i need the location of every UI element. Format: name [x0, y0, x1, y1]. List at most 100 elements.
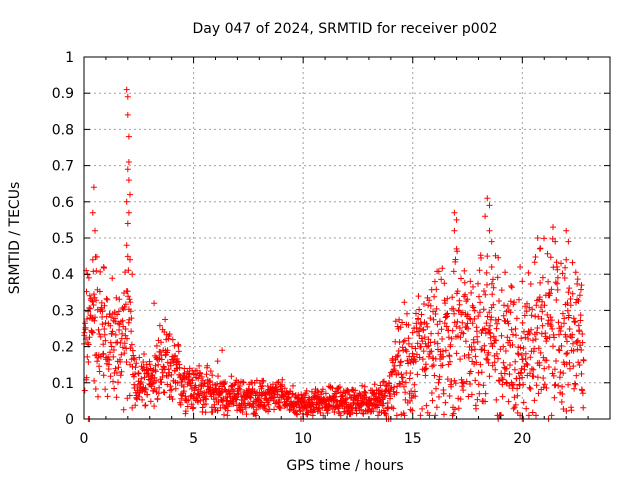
- data-point: [480, 382, 487, 389]
- data-point: [151, 403, 158, 410]
- data-point: [563, 361, 570, 368]
- data-point: [203, 396, 210, 403]
- data-point: [511, 299, 518, 306]
- data-point: [419, 405, 426, 412]
- data-point: [567, 302, 574, 309]
- data-point: [124, 166, 131, 173]
- data-point: [563, 351, 570, 357]
- data-point: [362, 390, 369, 396]
- data-point: [356, 390, 363, 397]
- data-point: [445, 334, 452, 341]
- data-point: [428, 330, 435, 337]
- data-point: [136, 354, 143, 361]
- data-point: [438, 276, 445, 283]
- data-point: [99, 351, 106, 358]
- data-point: [435, 330, 442, 337]
- data-point: [508, 283, 515, 289]
- data-point: [463, 378, 470, 385]
- data-point: [93, 297, 100, 304]
- data-point: [533, 412, 539, 419]
- data-point: [485, 349, 492, 356]
- data-point: [511, 366, 518, 373]
- data-point: [556, 347, 563, 354]
- data-point: [474, 338, 481, 345]
- data-point: [523, 360, 530, 367]
- data-point: [563, 227, 570, 234]
- data-point: [464, 311, 471, 318]
- data-point: [525, 412, 532, 419]
- data-point: [401, 337, 408, 344]
- data-point: [461, 267, 468, 274]
- data-point: [420, 348, 427, 355]
- data-point: [153, 342, 160, 349]
- data-point: [498, 412, 504, 419]
- data-point: [90, 291, 97, 298]
- data-point: [100, 350, 107, 357]
- data-point: [92, 314, 98, 321]
- data-point: [465, 354, 472, 361]
- data-point: [568, 407, 575, 414]
- data-point: [96, 288, 103, 295]
- data-point: [502, 348, 509, 354]
- y-tick-label: 0.2: [52, 340, 74, 356]
- data-point: [430, 316, 437, 323]
- data-point: [96, 331, 103, 337]
- data-point: [488, 238, 495, 245]
- data-point: [285, 394, 292, 400]
- data-point: [505, 320, 512, 327]
- data-point: [172, 352, 179, 359]
- data-point: [545, 364, 552, 370]
- data-point: [91, 377, 98, 384]
- data-point: [125, 267, 132, 274]
- data-point: [209, 372, 216, 379]
- data-point: [565, 289, 572, 296]
- data-point: [167, 383, 174, 390]
- data-point: [515, 351, 522, 358]
- data-point: [500, 343, 507, 350]
- data-point: [531, 259, 538, 266]
- data-point: [146, 361, 153, 368]
- y-tick-label: 0.4: [52, 267, 74, 283]
- data-point: [185, 397, 192, 403]
- data-point: [452, 256, 459, 263]
- data-point: [275, 379, 282, 385]
- data-point: [431, 372, 438, 379]
- data-point: [579, 339, 586, 346]
- data-point: [199, 404, 206, 411]
- data-point: [491, 359, 498, 366]
- data-point: [569, 331, 576, 338]
- data-point: [467, 381, 473, 387]
- data-point: [530, 337, 536, 344]
- data-point: [551, 334, 558, 341]
- data-point: [548, 317, 555, 324]
- data-point: [540, 375, 547, 381]
- data-point: [482, 398, 489, 405]
- data-point: [337, 412, 344, 419]
- data-point: [430, 362, 437, 369]
- data-point: [92, 386, 99, 392]
- data-point: [175, 348, 182, 355]
- data-point: [427, 302, 434, 309]
- data-point: [92, 227, 98, 234]
- data-point: [528, 365, 535, 372]
- data-point: [99, 321, 106, 328]
- data-point: [121, 304, 128, 310]
- data-point: [541, 235, 547, 242]
- data-point: [418, 311, 425, 318]
- data-point: [272, 400, 279, 407]
- data-point: [524, 300, 530, 307]
- data-point: [475, 313, 482, 320]
- data-point: [198, 373, 205, 380]
- data-point: [528, 326, 535, 333]
- data-point: [490, 301, 497, 308]
- data-point: [451, 319, 458, 326]
- data-point: [530, 373, 537, 380]
- data-point: [122, 269, 129, 276]
- data-point: [388, 384, 395, 391]
- data-point: [401, 412, 408, 419]
- data-point: [90, 302, 97, 308]
- data-point: [525, 269, 532, 276]
- data-point: [554, 266, 561, 273]
- data-point: [541, 365, 548, 372]
- data-point: [476, 293, 482, 300]
